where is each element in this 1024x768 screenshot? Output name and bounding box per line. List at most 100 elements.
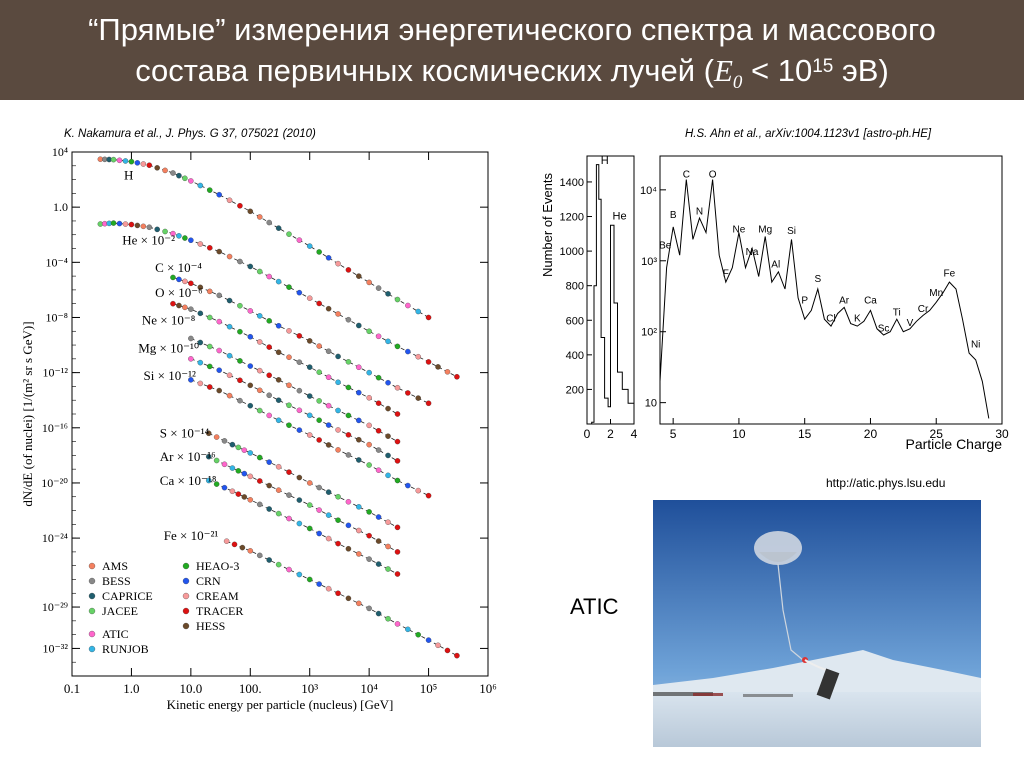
data-point	[356, 600, 362, 607]
series-trend-line	[208, 432, 398, 528]
data-point	[275, 417, 282, 424]
data-point	[197, 241, 204, 247]
data-point	[296, 289, 303, 296]
data-point	[237, 397, 243, 404]
legend-marker-cream	[182, 592, 190, 600]
data-point	[182, 175, 188, 182]
data-point	[316, 437, 322, 443]
data-point	[296, 520, 303, 527]
data-point	[356, 504, 362, 510]
data-point	[275, 278, 282, 285]
data-point	[134, 160, 141, 166]
data-point	[247, 363, 254, 369]
x-tick-label: 25	[930, 427, 944, 441]
x-tick-label: 0	[584, 427, 591, 441]
data-point	[454, 374, 460, 380]
data-point	[216, 347, 222, 354]
data-point	[325, 374, 332, 380]
data-point	[286, 382, 292, 388]
legend-label-jacee: JACEE	[102, 604, 138, 618]
data-point	[182, 278, 188, 285]
data-point	[256, 387, 263, 394]
y-tick-label: 10⁻¹⁶	[42, 421, 68, 435]
reference-left: K. Nakamura et al., J. Phys. G 37, 07502…	[64, 128, 316, 140]
y-tick-label: 10⁻³²	[42, 641, 68, 655]
peak-label-al: Al	[771, 260, 780, 271]
data-point	[405, 626, 411, 633]
data-point	[256, 407, 263, 414]
events-hhe-plot: 200 400 600 800 1000 1200 1400 0 2 4 Number of Eve…	[540, 155, 638, 441]
data-point	[235, 491, 242, 497]
reference-right: H.S. Ahn et al., arXiv:1004.1123v1 [astr…	[685, 128, 932, 140]
data-point	[345, 267, 352, 273]
data-point	[140, 161, 147, 167]
x-tick-label: 0.1	[64, 681, 80, 696]
title-energy-symbol: E	[713, 53, 733, 88]
data-point	[356, 364, 362, 370]
x-tick-label: 10⁴	[360, 681, 378, 696]
peak-label-b: B	[670, 210, 677, 221]
data-point	[241, 494, 248, 500]
data-point	[345, 316, 352, 323]
data-point	[385, 338, 391, 345]
data-point	[188, 178, 194, 184]
data-point	[375, 514, 382, 520]
data-point	[237, 358, 243, 364]
data-point	[266, 219, 272, 226]
legend-marker-ams	[88, 562, 96, 570]
data-point	[325, 348, 332, 354]
peak-label-ti: Ti	[893, 307, 901, 318]
data-point	[306, 502, 313, 508]
y-tick-label: 10⁻²⁹	[42, 600, 68, 614]
charge-spectrum-frame	[659, 155, 1003, 425]
series-trend-line	[190, 358, 398, 462]
atic-url[interactable]: http://atic.phys.lsu.edu	[826, 476, 946, 490]
data-point	[335, 407, 341, 414]
data-point	[140, 223, 147, 230]
data-point	[405, 390, 411, 396]
data-point	[425, 359, 432, 365]
data-point	[375, 467, 382, 473]
data-point	[394, 411, 401, 417]
data-point	[366, 441, 372, 448]
data-point	[345, 499, 352, 505]
data-point	[306, 364, 313, 370]
legend-label-ams: AMS	[102, 559, 128, 573]
charge-x-axis-label: Particle Charge	[906, 436, 1003, 452]
data-point	[425, 637, 432, 643]
data-point	[325, 585, 332, 592]
legend-label-cream: CREAM	[196, 589, 239, 603]
x-tick-label: 10⁵	[420, 681, 438, 696]
data-point	[415, 308, 421, 315]
data-point	[325, 422, 332, 428]
x-tick-label: 20	[864, 427, 878, 441]
peak-label-he: He	[613, 210, 627, 222]
series-ne: Ne × 10⁻⁸	[142, 313, 401, 445]
data-point	[394, 477, 401, 484]
x-tick-label: 1.0	[123, 681, 139, 696]
data-point	[275, 487, 282, 493]
data-point	[188, 280, 194, 287]
data-point	[266, 412, 272, 419]
data-point	[216, 292, 222, 299]
data-point	[116, 220, 123, 227]
data-point	[216, 318, 222, 325]
legend-label-atic: ATIC	[102, 627, 129, 641]
data-point	[266, 459, 272, 465]
data-point	[394, 458, 401, 464]
y-tick-label: 1400	[560, 177, 584, 189]
peak-label-ar: Ar	[839, 295, 850, 306]
data-point	[385, 615, 391, 622]
data-point	[375, 447, 382, 453]
data-point	[229, 465, 236, 471]
peak-label-ne: Ne	[733, 225, 746, 236]
data-point	[237, 377, 243, 384]
data-point	[247, 450, 254, 456]
data-point	[335, 379, 341, 386]
data-point	[444, 369, 451, 375]
data-point	[394, 296, 401, 303]
series-trend-line	[208, 456, 398, 553]
y-tick-label: 800	[566, 281, 584, 293]
data-point	[286, 402, 292, 409]
